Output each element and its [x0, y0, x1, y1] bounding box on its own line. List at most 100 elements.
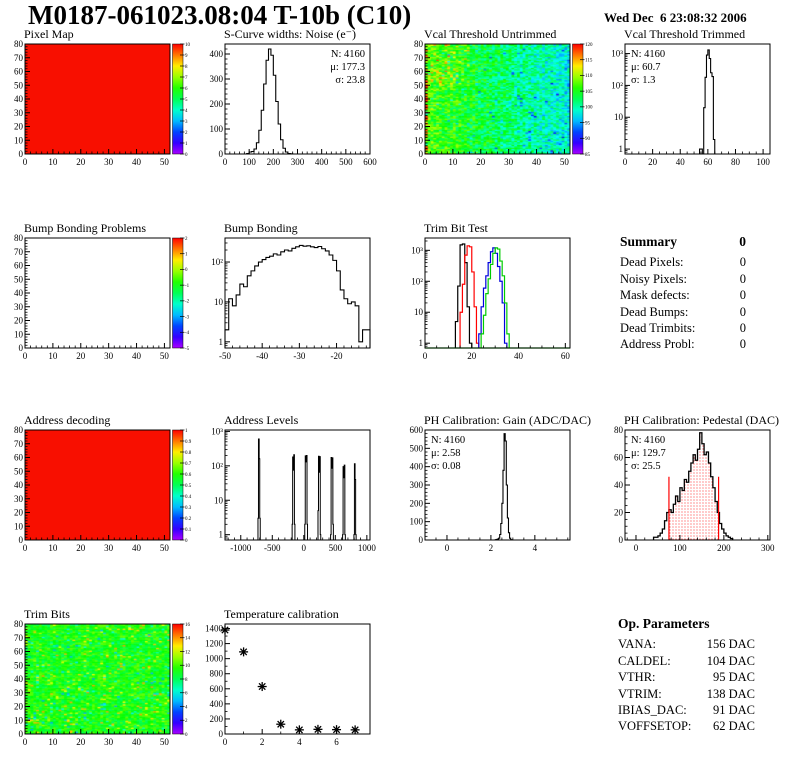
- plot-bump-bonding-problems: Bump Bonding Problems 0 10 20 30 40 50 0 10 20 30 4…: [0, 220, 199, 390]
- svg-text:60: 60: [561, 351, 571, 361]
- svg-text:20: 20: [14, 122, 24, 132]
- svg-text:30: 30: [14, 494, 24, 504]
- svg-text:10: 10: [48, 543, 58, 553]
- svg-text:100: 100: [410, 517, 424, 527]
- svg-text:40: 40: [132, 737, 142, 747]
- svg-text:5: 5: [185, 98, 188, 103]
- svg-text:10: 10: [48, 351, 58, 361]
- svg-text:16: 16: [185, 623, 191, 628]
- summary-row: Noisy Pixels: 0: [620, 271, 746, 286]
- plot-bump-bonding: Bump Bonding -50 -40 -30 -20 1 10 10²: [200, 220, 399, 390]
- plot-temperature-calibration: Temperature calibration 0 2 4 6 0 200 400 600 800…: [200, 606, 399, 772]
- svg-text:0: 0: [19, 343, 24, 353]
- svg-text:σ: 25.5: σ: 25.5: [631, 461, 661, 472]
- svg-text:-50: -50: [219, 351, 231, 361]
- svg-text:0: 0: [419, 149, 424, 159]
- summary-panel: Summary 0 Dead Pixels: 0 Noisy Pixels: 0 M…: [620, 234, 746, 353]
- op-parameters-panel: Op. Parameters VANA: 156 DAC CALDEL: 104 D…: [618, 616, 755, 735]
- svg-text:40: 40: [14, 288, 24, 298]
- svg-text:20: 20: [614, 508, 624, 518]
- op-parameters-heading: Op. Parameters: [618, 616, 710, 631]
- svg-text:80: 80: [14, 39, 24, 49]
- svg-text:800: 800: [210, 669, 224, 679]
- svg-text:1: 1: [619, 144, 624, 154]
- svg-text:10: 10: [448, 157, 458, 167]
- svg-text:60: 60: [14, 453, 24, 463]
- svg-text:50: 50: [14, 274, 24, 284]
- plot-ph-calibration-gain: PH Calibration: Gain (ADC/DAC) 0 2 4 0 100 200…: [400, 412, 599, 582]
- svg-text:50: 50: [160, 157, 170, 167]
- svg-text:0.1: 0.1: [185, 528, 192, 533]
- svg-text:-40: -40: [256, 351, 268, 361]
- svg-text:-1000: -1000: [230, 543, 251, 553]
- plot-scurve-noise: S-Curve widths: Noise (e⁻) 0 100 200 300 400 5…: [200, 26, 399, 196]
- svg-text:Address decoding: Address decoding: [24, 413, 110, 427]
- svg-text:60: 60: [703, 157, 713, 167]
- svg-text:1: 1: [185, 253, 188, 258]
- svg-text:0.5: 0.5: [185, 484, 192, 489]
- svg-text:50: 50: [14, 466, 24, 476]
- svg-text:20: 20: [76, 543, 86, 553]
- svg-text:10³: 10³: [611, 49, 623, 59]
- svg-text:0: 0: [619, 535, 624, 545]
- svg-text:0: 0: [223, 737, 228, 747]
- svg-text:-5: -5: [185, 347, 190, 352]
- svg-text:PH Calibration: Pedestal (DAC): PH Calibration: Pedestal (DAC): [624, 413, 779, 427]
- svg-text:50: 50: [14, 80, 24, 90]
- svg-text:0: 0: [219, 149, 224, 159]
- svg-text:0: 0: [23, 737, 28, 747]
- svg-text:0: 0: [419, 535, 424, 545]
- svg-text:2: 2: [260, 737, 265, 747]
- svg-text:2: 2: [185, 131, 188, 136]
- op-parameter-row: VTRIM: 138 DAC: [618, 686, 755, 701]
- op-parameter-row: CALDEL: 104 DAC: [618, 653, 755, 668]
- svg-text:70: 70: [14, 633, 24, 643]
- svg-text:100: 100: [242, 157, 256, 167]
- svg-text:Vcal Threshold Trimmed: Vcal Threshold Trimmed: [624, 27, 745, 41]
- svg-text:0: 0: [423, 351, 428, 361]
- svg-text:600: 600: [363, 157, 377, 167]
- svg-text:-20: -20: [331, 351, 343, 361]
- svg-text:50: 50: [160, 737, 170, 747]
- svg-text:0: 0: [185, 153, 188, 158]
- svg-text:95: 95: [585, 121, 591, 126]
- svg-text:9: 9: [185, 54, 188, 59]
- svg-text:10: 10: [14, 135, 24, 145]
- svg-text:20: 20: [414, 122, 424, 132]
- svg-text:20: 20: [14, 508, 24, 518]
- svg-text:4: 4: [297, 737, 302, 747]
- svg-text:200: 200: [717, 543, 731, 553]
- svg-text:1000: 1000: [358, 543, 377, 553]
- svg-text:400: 400: [410, 462, 424, 472]
- svg-text:10: 10: [14, 715, 24, 725]
- plot-ph-calibration-pedestal: PH Calibration: Pedestal (DAC) 0 100 200 300…: [600, 412, 796, 582]
- svg-text:80: 80: [731, 157, 741, 167]
- svg-text:2: 2: [185, 719, 188, 724]
- svg-text:N: 4160: N: 4160: [631, 49, 665, 60]
- svg-text:1: 1: [219, 530, 224, 540]
- svg-text:120: 120: [585, 43, 593, 48]
- svg-text:20: 20: [476, 157, 486, 167]
- summary-row: Dead Pixels: 0: [620, 255, 746, 270]
- svg-text:115: 115: [585, 59, 593, 64]
- svg-text:0.2: 0.2: [185, 517, 192, 522]
- svg-text:Vcal Threshold Untrimmed: Vcal Threshold Untrimmed: [424, 27, 556, 41]
- plot-vcal-threshold-trimmed: Vcal Threshold Trimmed 0 20 40 60 80 100 1 10 10²…: [600, 26, 796, 196]
- svg-text:0: 0: [219, 729, 224, 739]
- svg-text:50: 50: [160, 351, 170, 361]
- plot-trim-bit-test: Trim Bit Test 0 20 40 60 1 10 10² 10³: [400, 220, 599, 390]
- svg-text:0: 0: [19, 729, 24, 739]
- svg-text:30: 30: [414, 108, 424, 118]
- svg-text:90: 90: [585, 137, 591, 142]
- svg-text:4: 4: [185, 705, 188, 710]
- svg-text:σ: 23.8: σ: 23.8: [335, 75, 365, 86]
- op-parameter-row: VOFFSETOP: 62 DAC: [618, 719, 755, 734]
- svg-text:2: 2: [185, 237, 188, 242]
- svg-text:40: 40: [514, 351, 524, 361]
- svg-text:Bump Bonding Problems: Bump Bonding Problems: [24, 221, 146, 235]
- summary-row: Mask defects: 0: [620, 288, 746, 303]
- svg-text:N: 4160: N: 4160: [631, 435, 665, 446]
- svg-text:10²: 10²: [211, 461, 223, 471]
- svg-text:100: 100: [210, 124, 224, 134]
- svg-text:0: 0: [185, 268, 188, 273]
